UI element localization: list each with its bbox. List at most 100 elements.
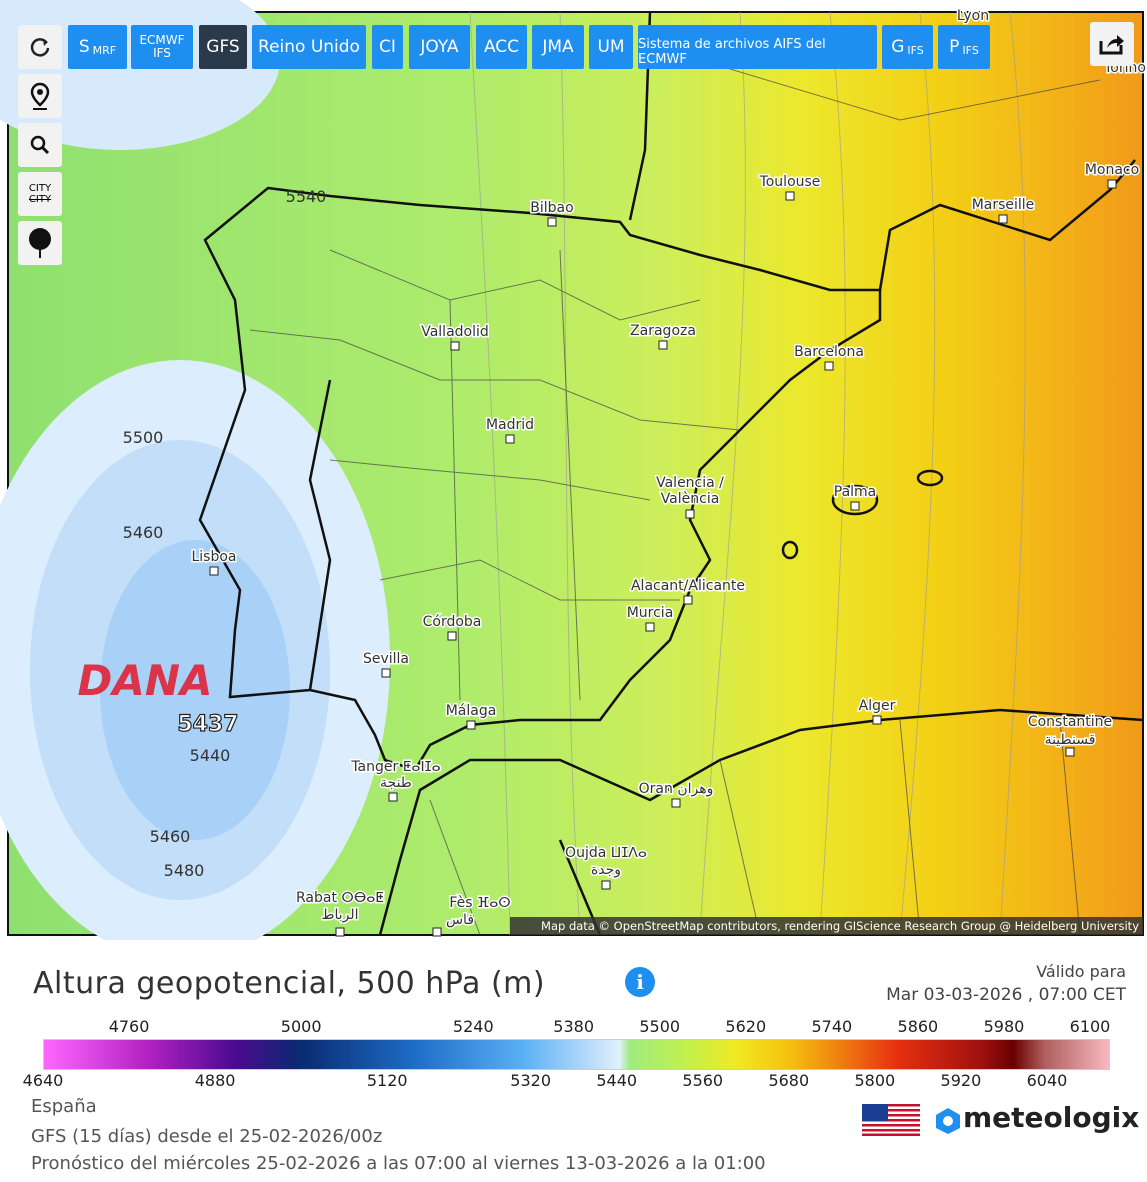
city-label: Monaco [1085, 162, 1139, 178]
minimum-label: 5437 [177, 712, 238, 737]
city-marker [1065, 747, 1075, 757]
city-marker [1107, 179, 1117, 189]
button-label: S [78, 37, 90, 57]
scale-tick-label: 6100 [1069, 1017, 1111, 1036]
city-label: Zaragoza [630, 323, 696, 339]
city-marker [850, 501, 860, 511]
refresh-button[interactable] [18, 25, 62, 69]
city-marker [209, 566, 219, 576]
valid-date: Mar 03-03-2026 , 07:00 CET [886, 985, 1126, 1005]
button-label: ACC [483, 37, 520, 57]
city-marker [685, 509, 695, 519]
button-label: P [949, 37, 960, 57]
city-label: Oujda ⵡⵊⴷⴰ [565, 845, 647, 861]
model-button[interactable]: JOYA [409, 25, 470, 69]
scale-tick-label: 5120 [366, 1071, 408, 1090]
brand: meteologix [963, 1101, 1140, 1134]
city-marker [466, 720, 476, 730]
model-info: GFS (15 días) desde el 25-02-2026/00z [31, 1126, 383, 1147]
city-label: València [661, 491, 720, 507]
location-button[interactable] [18, 74, 62, 118]
legend-title: Altura geopotencial, 500 hPa (m) [33, 966, 546, 1001]
city-label: وجدة [591, 862, 621, 878]
valid-label: Válido para [1036, 962, 1126, 981]
city-marker [645, 622, 655, 632]
city-marker [388, 792, 398, 802]
model-button[interactable]: Reino Unido [252, 25, 366, 69]
city-marker [998, 214, 1008, 224]
model-button[interactable]: G IFS [882, 25, 933, 69]
flag [862, 1104, 920, 1136]
contour-label: 5460 [123, 523, 164, 542]
city-marker [447, 631, 457, 641]
map: LyonTorinoToulouseMonacoMarseilleBilbaoV… [0, 0, 1147, 940]
marker-button[interactable] [18, 221, 62, 265]
button-label: Sistema de archivos AIFS del ECMWF [638, 37, 826, 67]
city-label: Málaga [446, 703, 497, 719]
borders [249, 59, 1101, 936]
city-marker [505, 434, 515, 444]
contour-labels: 5540 5500 5460 5440 5460 5480 [123, 187, 327, 880]
button-sublabel: IFS [153, 46, 171, 60]
annotation: DANA [77, 656, 212, 705]
zoom-button[interactable] [18, 123, 62, 167]
city-label: Bilbao [530, 200, 573, 216]
isolines [469, 11, 1026, 936]
scale-tick-label: 5620 [725, 1017, 767, 1036]
button-label: JMA [542, 37, 574, 57]
contour-label: 5460 [150, 827, 191, 846]
model-button[interactable]: JMA [532, 25, 584, 69]
city-marker [683, 595, 693, 605]
scale-tick-label: 5680 [768, 1071, 810, 1090]
city-marker [785, 191, 795, 201]
model-button[interactable]: Sistema de archivos AIFS del ECMWF [638, 25, 877, 69]
model-button[interactable]: ACC [476, 25, 527, 69]
city-label: Valencia / [656, 475, 724, 491]
city-marker [824, 361, 834, 371]
city-label: طنجة [380, 775, 412, 791]
scale-tick-label: 5320 [510, 1071, 551, 1090]
city-label: Rabat ⵔⴱⴰⵟ [296, 890, 384, 906]
city-label: Fès ⴼⴰⵙ [449, 895, 510, 911]
scale-tick-label: 4880 [194, 1071, 236, 1090]
contour-label: 5540 [286, 187, 327, 206]
city-label: Marseille [972, 197, 1035, 213]
city-marker [547, 217, 557, 227]
city-label: Oran وهران [639, 781, 714, 797]
scale-tick-label: 5380 [553, 1017, 595, 1036]
city-marker [335, 927, 345, 937]
scale-tick-label: 5920 [940, 1071, 982, 1090]
city-marker [671, 798, 681, 808]
button-label: ECMWF [139, 33, 185, 47]
scale-tick-label: 5000 [280, 1017, 322, 1036]
city-marker [601, 880, 611, 890]
forecast-info: Pronóstico del miércoles 25-02-2026 a la… [31, 1153, 766, 1174]
model-button[interactable]: P IFS [938, 25, 990, 69]
city-marker [658, 340, 668, 350]
scale-tick-label: 5240 [452, 1017, 494, 1036]
attribution: Map data © OpenStreetMap contributors, r… [541, 919, 1139, 933]
city-label: Alacant/Alicante [631, 578, 745, 594]
model-button[interactable]: GFS [199, 25, 247, 69]
model-button[interactable]: CI [372, 25, 403, 69]
scale-tick-label: 5740 [811, 1017, 853, 1036]
city-label: الرباط [322, 907, 359, 923]
city-marker [872, 715, 882, 725]
city-toggle[interactable]: CITY CITY [18, 172, 62, 216]
model-button[interactable]: ECMWF IFS [131, 25, 193, 69]
model-button[interactable]: S MRF [68, 25, 127, 69]
button-label: JOYA [420, 37, 459, 57]
color-scale [43, 1039, 1110, 1070]
city-label: Tanger ⵟⴰⵏⵊⴰ [350, 759, 440, 775]
city-toggle-text: CITY [28, 183, 52, 194]
scale-tick-label: 5440 [596, 1071, 638, 1090]
model-button[interactable]: UM [589, 25, 633, 69]
contour-label: 5500 [123, 428, 164, 447]
scale-tick-label: 6040 [1026, 1071, 1068, 1090]
share-button[interactable] [1090, 22, 1134, 66]
low-area [100, 540, 290, 840]
city-label: Barcelona [794, 344, 864, 360]
info-button[interactable]: i [625, 967, 655, 997]
city-label: Murcia [627, 605, 674, 621]
